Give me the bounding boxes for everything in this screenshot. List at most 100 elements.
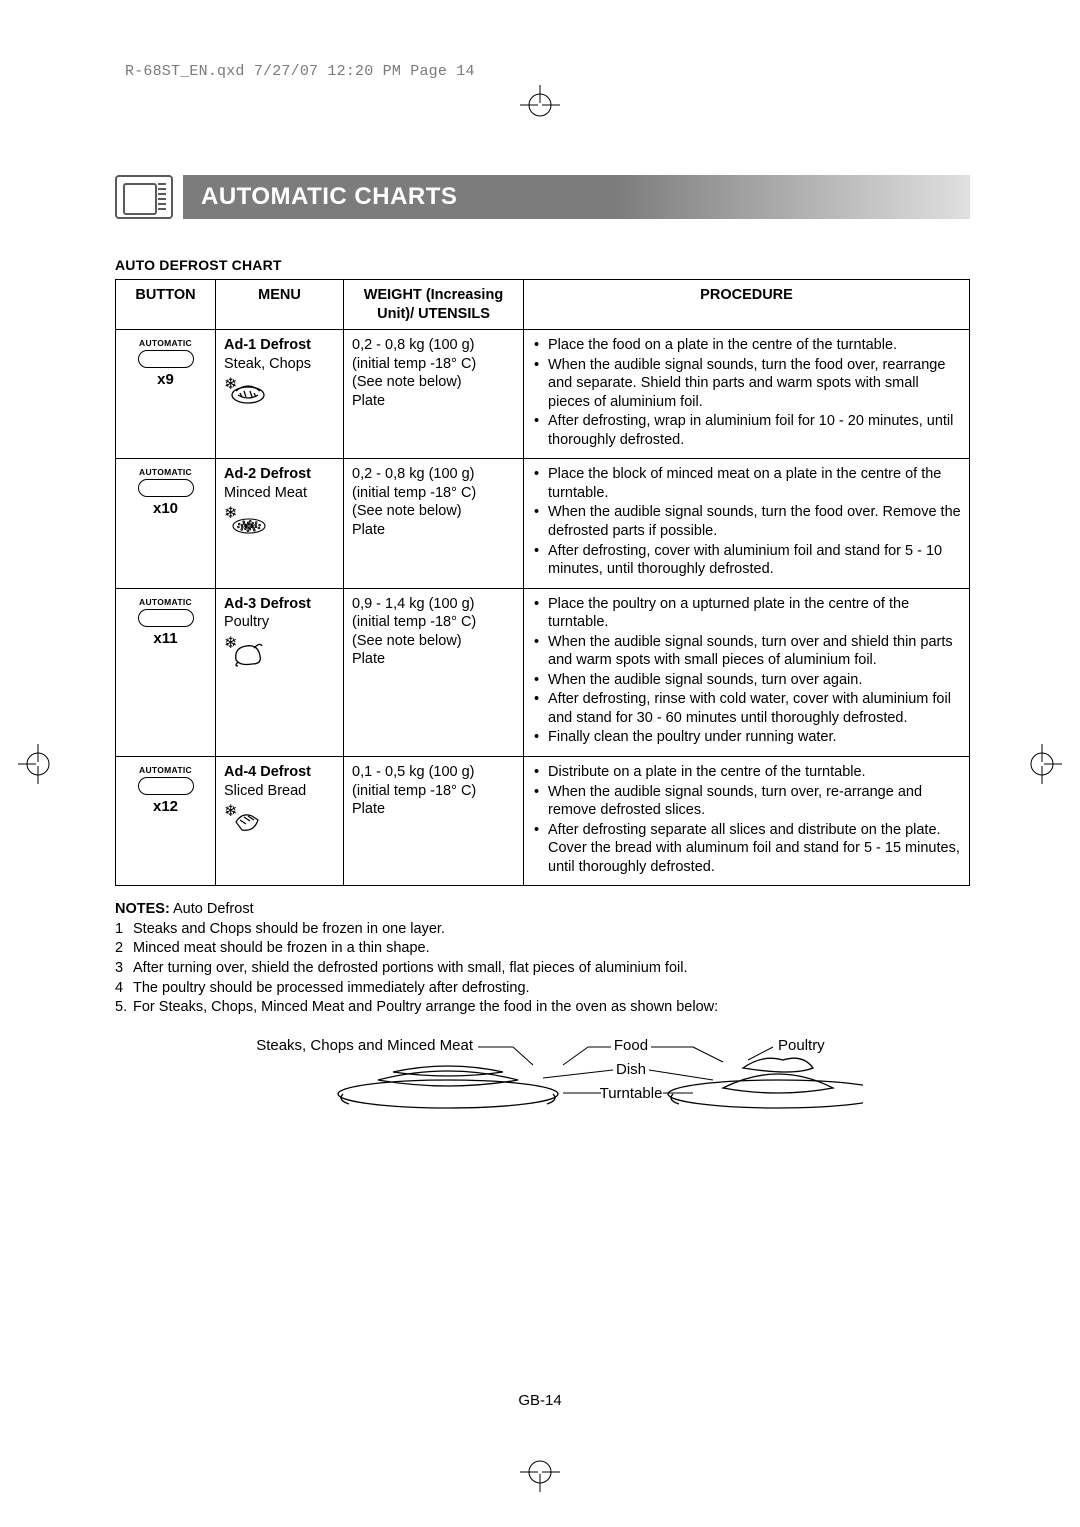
- procedure-item: After defrosting, cover with aluminium f…: [532, 542, 961, 579]
- diagram-label-right: Poultry: [778, 1037, 825, 1054]
- note-item: After turning over, shield the defrosted…: [115, 959, 970, 979]
- diagram-label-left: Steaks, Chops and Minced Meat: [256, 1037, 474, 1054]
- crop-mark-top: [520, 85, 560, 125]
- col-weight: WEIGHT (Increasing Unit)/ UTENSILS: [344, 280, 524, 330]
- button-presses: x10: [124, 499, 207, 518]
- button-shape-icon: [138, 350, 194, 368]
- poultry-icon: ❄: [224, 636, 335, 670]
- notes-subject: Auto Defrost: [173, 901, 254, 917]
- note-item: Steaks and Chops should be frozen in one…: [115, 920, 970, 940]
- steak-icon: ❄: [224, 377, 335, 407]
- defrost-table: BUTTON MENU WEIGHT (Increasing Unit)/ UT…: [115, 279, 970, 886]
- button-cell: AUTOMATIC x10: [116, 459, 216, 588]
- section-label: AUTO DEFROST CHART: [115, 257, 970, 273]
- notes-label: NOTES:: [115, 901, 170, 917]
- procedure-list: Place the food on a plate in the centre …: [532, 336, 961, 449]
- crop-mark-left: [18, 744, 58, 784]
- menu-desc: Poultry: [224, 614, 269, 630]
- procedure-item: When the audible signal sounds, turn ove…: [532, 633, 961, 670]
- button-cell: AUTOMATIC x9: [116, 330, 216, 459]
- menu-cell: Ad-4 Defrost Sliced Bread ❄: [216, 757, 344, 886]
- svg-text:❄: ❄: [224, 506, 237, 522]
- button-shape-icon: [138, 609, 194, 627]
- menu-cell: Ad-1 Defrost Steak, Chops ❄: [216, 330, 344, 459]
- button-cell: AUTOMATIC x11: [116, 588, 216, 756]
- procedure-cell: Distribute on a plate in the centre of t…: [524, 757, 970, 886]
- menu-cell: Ad-3 Defrost Poultry ❄: [216, 588, 344, 756]
- table-row: AUTOMATIC x12 Ad-4 Defrost Sliced Bread ❄ 0,1…: [116, 757, 970, 886]
- procedure-list: Distribute on a plate in the centre of t…: [532, 763, 961, 876]
- svg-text:❄: ❄: [224, 804, 237, 820]
- note-item: The poultry should be processed immediat…: [115, 979, 970, 999]
- button-cell: AUTOMATIC x12: [116, 757, 216, 886]
- page-number: GB-14: [0, 1392, 1080, 1409]
- bread-icon: ❄: [224, 804, 335, 838]
- procedure-item: Distribute on a plate in the centre of t…: [532, 763, 961, 782]
- procedure-item: Place the poultry on a upturned plate in…: [532, 595, 961, 632]
- diagram-label-turntable: Turntable: [599, 1085, 662, 1102]
- button-presses: x12: [124, 797, 207, 816]
- col-procedure: PROCEDURE: [524, 280, 970, 330]
- crop-mark-bottom: [520, 1452, 560, 1492]
- notes-list: Steaks and Chops should be frozen in one…: [115, 920, 970, 1018]
- menu-name: Ad-1 Defrost: [224, 337, 311, 353]
- procedure-item: When the audible signal sounds, turn ove…: [532, 671, 961, 690]
- button-presses: x9: [124, 370, 207, 389]
- button-presses: x11: [124, 629, 207, 648]
- diagram-label-dish: Dish: [615, 1061, 645, 1078]
- weight-cell: 0,9 - 1,4 kg (100 g)(initial temp -18° C…: [344, 588, 524, 756]
- notes-block: NOTES: Auto Defrost Steaks and Chops sho…: [115, 900, 970, 1017]
- diagram-leadlines-left: [478, 1047, 613, 1093]
- page-content: AUTOMATIC CHARTS AUTO DEFROST CHART BUTT…: [115, 175, 970, 1130]
- crop-mark-right: [1022, 744, 1062, 784]
- procedure-list: Place the block of minced meat on a plat…: [532, 465, 961, 578]
- col-menu: MENU: [216, 280, 344, 330]
- button-shape-icon: [138, 479, 194, 497]
- procedure-cell: Place the poultry on a upturned plate in…: [524, 588, 970, 756]
- table-row: AUTOMATIC x9 Ad-1 Defrost Steak, Chops ❄ 0,2 …: [116, 330, 970, 459]
- table-row: AUTOMATIC x10 Ad-2 Defrost Minced Meat ❄ 0,2 …: [116, 459, 970, 588]
- procedure-item: When the audible signal sounds, turn ove…: [532, 783, 961, 820]
- procedure-item: Finally clean the poultry under running …: [532, 728, 961, 747]
- menu-cell: Ad-2 Defrost Minced Meat ❄: [216, 459, 344, 588]
- procedure-item: After defrosting, wrap in aluminium foil…: [532, 412, 961, 449]
- procedure-cell: Place the food on a plate in the centre …: [524, 330, 970, 459]
- button-label: AUTOMATIC: [124, 597, 207, 608]
- weight-cell: 0,1 - 0,5 kg (100 g)(initial temp -18° C…: [344, 757, 524, 886]
- diagram-left-group: [338, 1066, 558, 1108]
- procedure-item: Place the food on a plate in the centre …: [532, 336, 961, 355]
- procedure-list: Place the poultry on a upturned plate in…: [532, 595, 961, 747]
- diagram-label-food: Food: [613, 1037, 647, 1054]
- note-item: For Steaks, Chops, Minced Meat and Poult…: [115, 998, 970, 1018]
- procedure-item: When the audible signal sounds, turn the…: [532, 503, 961, 540]
- weight-cell: 0,2 - 0,8 kg (100 g)(initial temp -18° C…: [344, 330, 524, 459]
- button-label: AUTOMATIC: [124, 338, 207, 349]
- microwave-icon: [115, 175, 173, 219]
- menu-name: Ad-2 Defrost: [224, 466, 311, 482]
- menu-name: Ad-3 Defrost: [224, 596, 311, 612]
- procedure-item: When the audible signal sounds, turn the…: [532, 356, 961, 412]
- procedure-cell: Place the block of minced meat on a plat…: [524, 459, 970, 588]
- procedure-item: Place the block of minced meat on a plat…: [532, 465, 961, 502]
- menu-desc: Sliced Bread: [224, 783, 306, 799]
- menu-name: Ad-4 Defrost: [224, 764, 311, 780]
- button-label: AUTOMATIC: [124, 765, 207, 776]
- svg-text:❄: ❄: [224, 636, 237, 652]
- button-shape-icon: [138, 777, 194, 795]
- menu-desc: Steak, Chops: [224, 356, 311, 372]
- title-bar: AUTOMATIC CHARTS: [115, 175, 970, 219]
- menu-desc: Minced Meat: [224, 485, 307, 501]
- page-title: AUTOMATIC CHARTS: [183, 175, 970, 219]
- weight-cell: 0,2 - 0,8 kg (100 g)(initial temp -18° C…: [344, 459, 524, 588]
- table-row: AUTOMATIC x11 Ad-3 Defrost Poultry ❄ 0,9 - 1,…: [116, 588, 970, 756]
- procedure-item: After defrosting separate all slices and…: [532, 821, 961, 877]
- procedure-item: After defrosting, rinse with cold water,…: [532, 690, 961, 727]
- button-label: AUTOMATIC: [124, 467, 207, 478]
- file-info: R-68ST_EN.qxd 7/27/07 12:20 PM Page 14: [125, 63, 475, 80]
- note-item: Minced meat should be frozen in a thin s…: [115, 939, 970, 959]
- diagram-right-group: [668, 1058, 863, 1108]
- table-header-row: BUTTON MENU WEIGHT (Increasing Unit)/ UT…: [116, 280, 970, 330]
- minced-icon: ❄: [224, 506, 335, 536]
- col-button: BUTTON: [116, 280, 216, 330]
- arrangement-diagram: Steaks, Chops and Minced Meat Food Dish …: [115, 1030, 970, 1130]
